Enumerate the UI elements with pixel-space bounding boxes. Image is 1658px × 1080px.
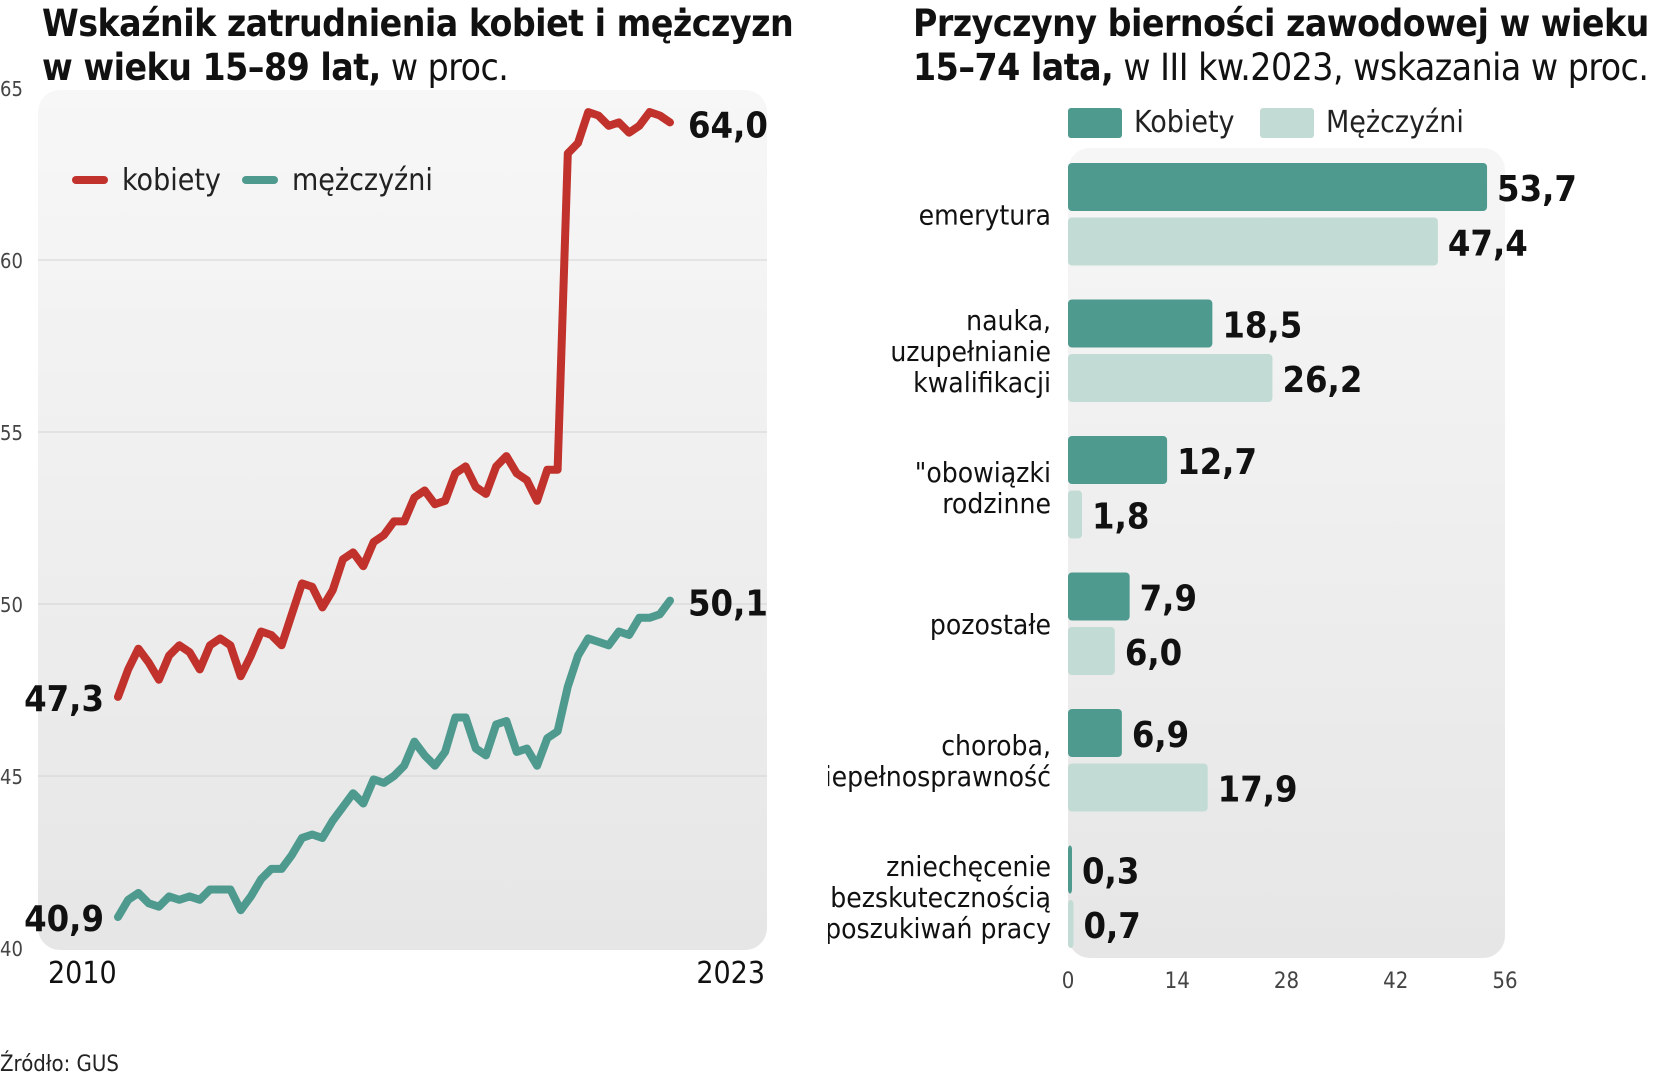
bar-kobiety <box>1068 163 1488 211</box>
x-tick-label: 14 <box>1165 969 1190 994</box>
x-tick-label: 28 <box>1274 969 1299 994</box>
bar-kobiety <box>1068 299 1213 348</box>
x-axis-end-label: 2023 <box>696 956 765 991</box>
category-label: rodzinne <box>942 487 1051 520</box>
y-tick-label: 40 <box>0 937 23 961</box>
right-title-line-1: Przyczyny bierności zawodowej w wieku <box>913 2 1649 45</box>
x-tick-label: 0 <box>1062 969 1075 994</box>
legend-swatch <box>1068 108 1122 138</box>
bar-kobiety <box>1068 845 1072 894</box>
line-chart: 40 45 50 55 60 65 47,3 64,0 40,9 50,1 kobiety mężcz… <box>0 80 768 991</box>
bar-kobiety <box>1068 709 1122 757</box>
right-title-bold: 15–74 lata, <box>913 46 1114 89</box>
left-title-line-2: w wieku 15–89 lat, w proc. <box>42 46 793 90</box>
bar-mezczyzni <box>1068 763 1208 812</box>
category-label: kwalifikacji <box>913 366 1051 399</box>
right-title-unit: w III kw.2023, wskazania w proc. <box>1113 46 1649 89</box>
bar-value-label: 6,0 <box>1125 633 1182 674</box>
y-tick-label: 65 <box>0 80 23 101</box>
start-value-label: 47,3 <box>24 679 104 720</box>
bar-value-label: 7,9 <box>1140 579 1197 620</box>
bar-kobiety <box>1068 572 1130 621</box>
bar-value-label: 53,7 <box>1497 169 1577 210</box>
category-label: zniechęcenie <box>886 850 1051 883</box>
bar-mezczyzni <box>1068 490 1083 539</box>
x-tick-label: 56 <box>1492 969 1517 994</box>
category-label: poszukiwań pracy <box>828 912 1051 945</box>
end-value-label: 50,1 <box>688 584 768 625</box>
legend-swatch <box>1260 108 1314 138</box>
bar-mezczyzni <box>1068 217 1438 266</box>
category-label: emerytura <box>919 198 1051 231</box>
bar-kobiety <box>1068 436 1168 484</box>
category-label: nauka, <box>966 304 1051 337</box>
bar-value-label: 17,9 <box>1218 770 1298 811</box>
category-label: bezskutecznością <box>830 881 1051 914</box>
bar-value-label: 18,5 <box>1222 306 1302 347</box>
start-value-label: 40,9 <box>24 899 104 940</box>
y-tick-label: 45 <box>0 765 23 789</box>
category-label: pozostałe <box>930 608 1051 641</box>
bar-mezczyzni <box>1068 354 1273 402</box>
category-label: uzupełnianie <box>890 335 1051 368</box>
y-tick-label: 60 <box>0 249 23 273</box>
bar-value-label: 12,7 <box>1177 442 1257 483</box>
bar-value-label: 0,3 <box>1082 852 1139 893</box>
legend-label: mężczyźni <box>292 163 433 198</box>
right-chart-title: Przyczyny bierności zawodowej w wieku 15… <box>913 2 1649 90</box>
bar-value-label: 26,2 <box>1282 360 1362 401</box>
left-title-line-1: Wskaźnik zatrudnienia kobiet i mężczyzn <box>42 2 794 45</box>
bar-value-label: 1,8 <box>1092 497 1149 538</box>
bar-mezczyzni <box>1068 627 1115 675</box>
bar-mezczyzni <box>1068 900 1074 948</box>
bar-value-label: 6,9 <box>1132 715 1189 756</box>
bar-chart: Kobiety Mężczyźni 53,7 47,4 emerytura 18,5 26,… <box>828 105 1577 994</box>
bar-plot-background <box>1068 148 1505 958</box>
category-label: choroba, <box>941 729 1051 762</box>
series-line-kobiety <box>114 108 674 701</box>
bar-value-label: 47,4 <box>1448 224 1528 265</box>
end-value-label: 64,0 <box>688 105 768 146</box>
left-chart-title: Wskaźnik zatrudnienia kobiet i mężczyzn … <box>42 2 794 90</box>
legend-label: Kobiety <box>1134 105 1235 140</box>
y-tick-label: 50 <box>0 593 23 617</box>
y-tick-label: 55 <box>0 421 23 445</box>
x-axis-start-label: 2010 <box>48 956 117 991</box>
category-label: "obowiązki <box>915 456 1051 489</box>
left-title-unit: w proc. <box>380 46 509 89</box>
legend-label: kobiety <box>122 163 221 198</box>
right-title-line-2: 15–74 lata, w III kw.2023, wskazania w p… <box>913 46 1649 90</box>
series-line-mezczyzni <box>114 596 674 921</box>
x-tick-label: 42 <box>1383 969 1408 994</box>
category-label: niepełnosprawność <box>828 760 1051 793</box>
bar-value-label: 0,7 <box>1083 906 1140 947</box>
left-title-bold: w wieku 15–89 lat, <box>42 46 381 89</box>
legend-label: Mężczyźni <box>1326 105 1464 140</box>
source-note: Źródło: GUS <box>0 1052 119 1077</box>
